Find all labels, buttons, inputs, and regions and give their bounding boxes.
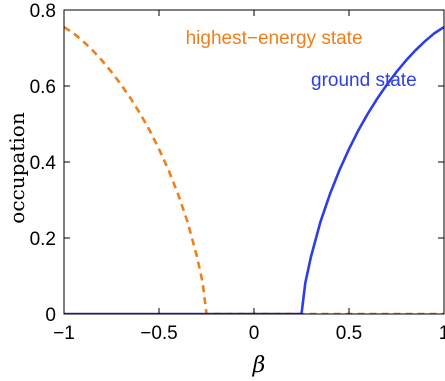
y-tick-label: 0.2 [30,229,56,250]
x-tick-label: −1 [53,323,75,344]
y-tick-label: 0.8 [30,1,56,22]
plot-area [64,10,444,314]
ground-state-line [64,26,444,314]
x-tick-label: 0 [249,323,260,344]
highest-energy-state-annotation: highest−energy state [186,28,363,49]
x-tick-label: 0.5 [336,323,362,344]
y-tick-label: 0.6 [30,77,56,98]
x-axis-label: β [252,353,266,378]
annotation-layer: highest−energy state ground state [186,28,417,91]
axes-layer: −1 −0.5 0 0.5 1 0 0.2 0.4 0.6 0.8 [30,1,445,344]
series-layer [64,26,444,314]
x-tick-label: 1 [439,323,445,344]
plot-background [64,10,444,314]
y-tick-label: 0 [45,305,56,326]
y-tick-label: 0.4 [30,153,57,174]
ground-state-annotation: ground state [311,70,417,91]
x-tick-label: −0.5 [140,323,178,344]
y-axis-label: occupation [5,112,29,224]
